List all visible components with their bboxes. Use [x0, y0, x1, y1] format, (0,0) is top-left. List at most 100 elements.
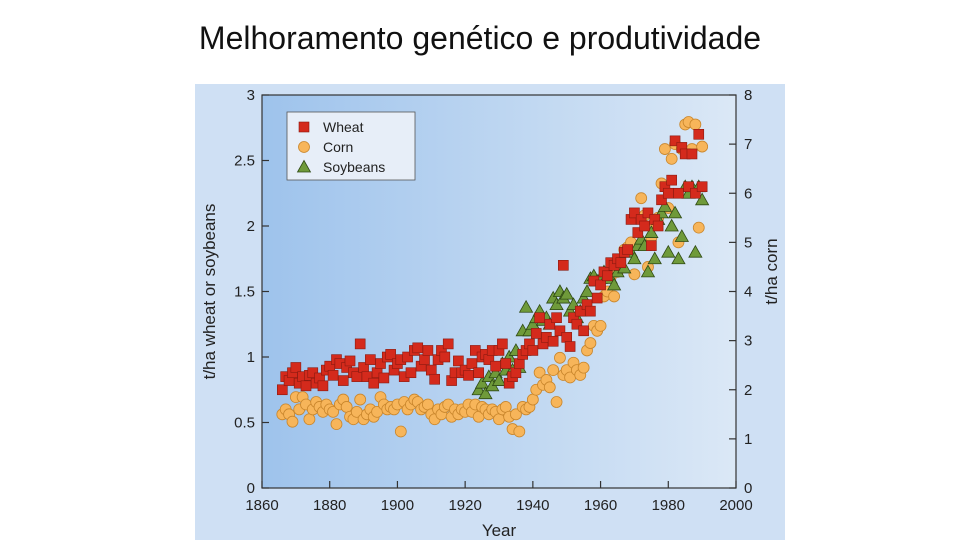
corn-point: [526, 393, 539, 406]
wheat-point: [442, 338, 454, 350]
wheat-point: [375, 358, 386, 369]
wheat-point: [662, 187, 674, 199]
x-tick-label: 1920: [448, 497, 481, 514]
y-left-tick-label: 0.5: [234, 415, 255, 432]
legend-marker-corn: [298, 141, 310, 153]
wheat-point: [429, 373, 440, 385]
soybeans-point: [664, 218, 679, 232]
y-left-tick-label: 0: [247, 480, 255, 497]
wheat-point: [690, 187, 701, 199]
corn-point: [584, 337, 597, 349]
wheat-point: [422, 345, 434, 356]
soybeans-point: [478, 386, 493, 400]
x-tick-label: 1940: [516, 497, 549, 514]
wheat-point: [365, 354, 376, 365]
soybeans-point: [640, 264, 656, 278]
x-tick-label: 1860: [245, 497, 278, 514]
wheat-point: [554, 325, 566, 337]
soybeans-point: [491, 373, 507, 386]
soybeans-point: [627, 251, 642, 265]
y-left-tick-label: 1.5: [234, 284, 255, 301]
corn-point: [608, 290, 621, 303]
wheat-point: [463, 370, 474, 381]
wheat-point: [615, 257, 627, 268]
wheat-point: [632, 227, 644, 238]
x-tick-label: 1960: [584, 497, 617, 514]
wheat-point: [317, 380, 329, 392]
corn-point: [665, 152, 678, 165]
wheat-point: [497, 338, 508, 350]
corn-point: [421, 398, 434, 411]
wheat-point: [425, 364, 437, 376]
chart-legend: Wheat Corn Soybeans: [286, 111, 416, 181]
wheat-point: [344, 355, 356, 367]
wheat-point: [564, 341, 576, 352]
wheat-point: [561, 332, 573, 343]
x-tick-label: 1900: [381, 497, 414, 514]
y-right-tick-label: 8: [744, 87, 752, 104]
legend-marker-soybeans: [296, 159, 312, 173]
y-left-tick-label: 2: [247, 218, 255, 235]
wheat-point: [385, 349, 396, 360]
wheat-point: [595, 279, 606, 291]
x-tick-label: 2000: [719, 497, 752, 514]
y-axis-right-label: t/ha corn: [762, 238, 781, 304]
corn-point: [354, 393, 367, 406]
wheat-point: [673, 187, 684, 199]
soybeans-point: [474, 375, 490, 389]
corn-point: [303, 413, 316, 426]
wheat-point: [466, 358, 478, 369]
wheat-point: [378, 372, 390, 384]
y-axis-left-label: t/ha wheat or soybeans: [200, 204, 219, 380]
corn-point: [493, 413, 505, 426]
y-right-tick-label: 5: [744, 234, 752, 251]
soybeans-point: [471, 382, 486, 396]
wheat-point: [544, 318, 556, 330]
wheat-point: [578, 325, 589, 337]
corn-point: [689, 118, 702, 131]
y-left-tick-label: 2.5: [234, 153, 255, 170]
y-right-tick-label: 7: [744, 136, 752, 153]
wheat-point: [527, 345, 539, 356]
wheat-point: [300, 380, 312, 392]
y-right-tick-label: 2: [744, 382, 752, 399]
wheat-point: [368, 377, 380, 389]
wheat-point: [530, 328, 542, 339]
soybeans-point: [644, 225, 659, 238]
corn-point: [286, 415, 299, 428]
wheat-point: [290, 362, 302, 373]
wheat-point: [351, 371, 363, 382]
soybeans-point: [518, 299, 534, 313]
soybeans-point: [671, 251, 686, 265]
wheat-point: [642, 207, 654, 219]
wheat-point: [585, 305, 596, 317]
wheat-point: [639, 220, 650, 232]
wheat-point: [354, 338, 366, 350]
wheat-point: [534, 312, 545, 323]
soybeans-point: [647, 251, 662, 265]
legend-label-wheat: Wheat: [323, 119, 364, 135]
corn-point: [628, 268, 641, 281]
wheat-point: [591, 292, 603, 304]
corn-point: [330, 418, 343, 431]
soybeans-point: [606, 277, 622, 291]
wheat-point: [693, 128, 705, 140]
corn-point: [577, 361, 590, 374]
corn-point: [543, 381, 556, 394]
corn-point: [550, 396, 563, 408]
wheat-point: [646, 240, 657, 251]
wheat-point: [510, 367, 522, 379]
legend-label-soybeans: Soybeans: [323, 159, 385, 175]
slide-title: Melhoramento genético e produtividade: [198, 20, 762, 56]
corn-point: [533, 366, 546, 379]
corn-point: [658, 143, 671, 155]
y-left-tick-label: 3: [247, 87, 255, 104]
soybeans-point: [657, 199, 673, 212]
soybeans-point: [674, 229, 690, 242]
x-axis-label: Year: [482, 521, 517, 540]
wheat-point: [453, 355, 464, 367]
wheat-point: [551, 312, 562, 323]
wheat-point: [558, 260, 569, 271]
soybeans-point: [688, 244, 703, 258]
corn-point: [340, 401, 353, 413]
